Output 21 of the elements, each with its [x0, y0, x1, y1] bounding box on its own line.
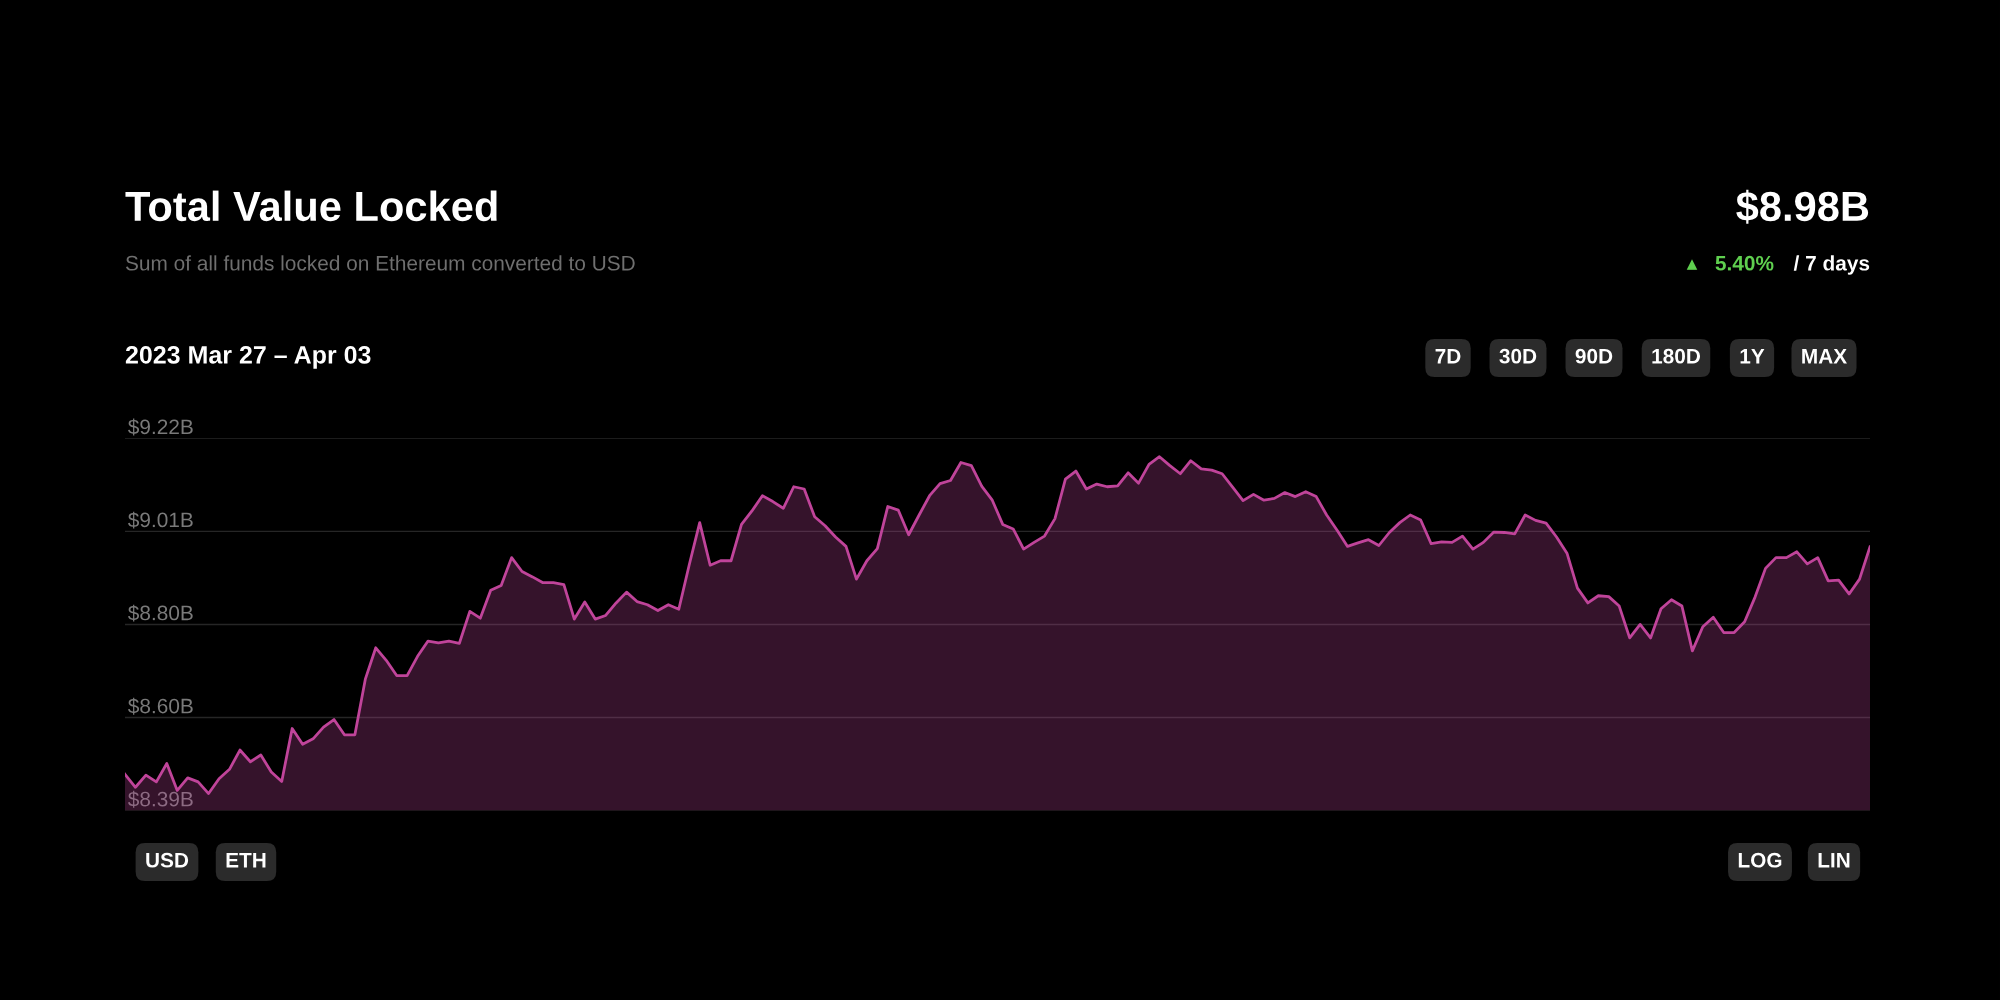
y-tick-label: $8.39B: [128, 790, 193, 808]
text: 180D: [1652, 348, 1701, 364]
text: LOG: [1738, 852, 1782, 868]
text: USD: [146, 852, 189, 868]
text: / 7 days: [1793, 255, 1870, 275]
text: 90D: [1575, 348, 1613, 364]
y-tick-label: $8.80B: [128, 604, 193, 622]
y-tick-label: $8.60B: [128, 697, 193, 715]
y-tick-label: $9.01B: [128, 511, 193, 529]
text: 30D: [1499, 348, 1537, 364]
text: LIN: [1818, 853, 1850, 868]
text: ETH: [226, 853, 266, 868]
chart-title: Total Value Locked: [125, 190, 497, 222]
text: 2023 Mar 27 – Apr 03: [125, 346, 371, 369]
text: MAX: [1802, 349, 1847, 364]
text: 1Y: [1740, 349, 1765, 364]
chart-subtitle: Sum of all funds locked on Ethereum converted to USD: [125, 255, 635, 271]
y-tick-label: $9.22B: [128, 418, 193, 436]
text: 7D: [1435, 349, 1461, 364]
text: 5.40%: [1715, 255, 1774, 271]
text: $8.98B: [1736, 189, 1869, 224]
